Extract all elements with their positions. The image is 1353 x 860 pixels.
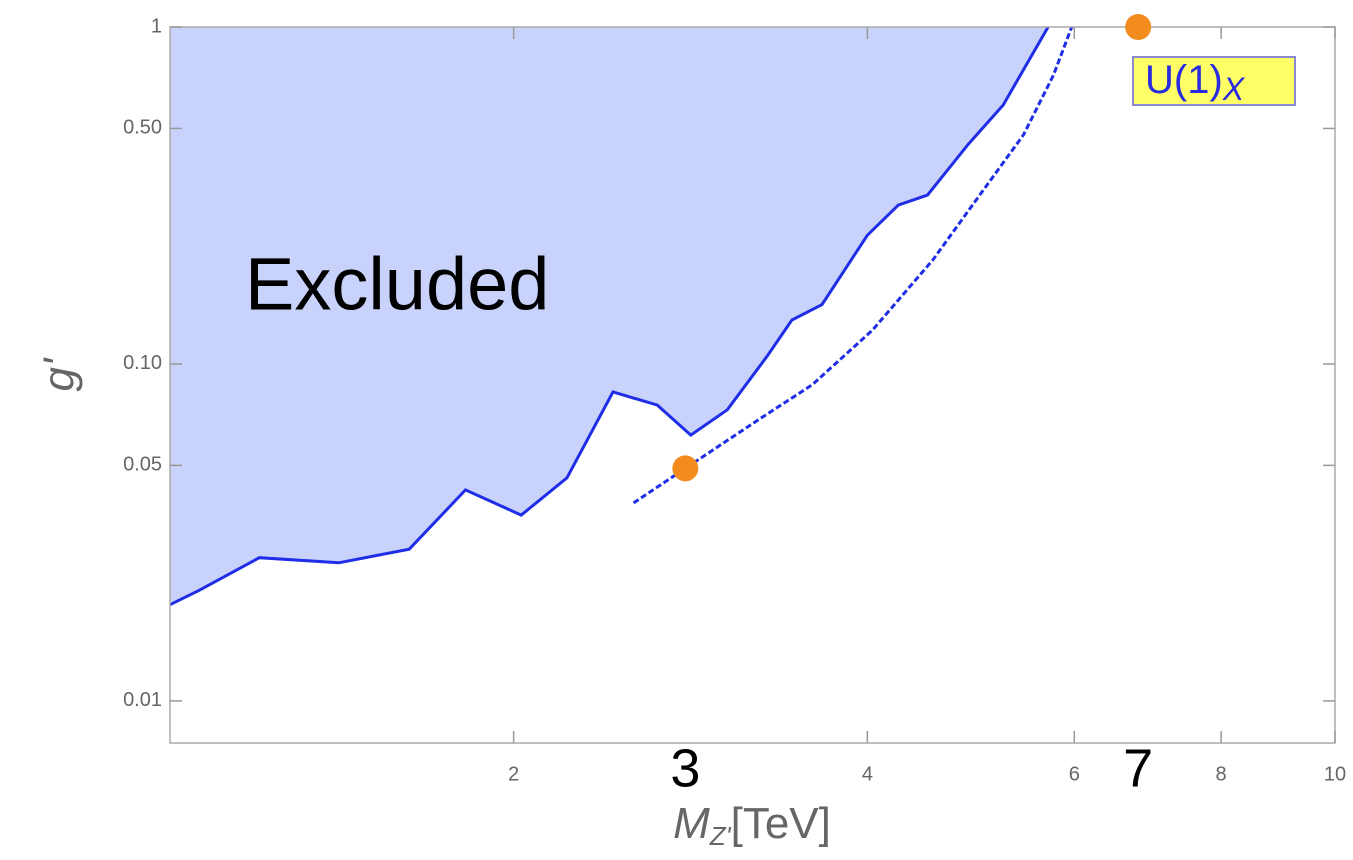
point [1125,14,1152,40]
point [672,455,699,482]
x-tick-label: 6 [1069,763,1080,785]
plot-layer [169,26,1336,744]
annotation: 3 [670,738,700,798]
x-tick-label: 8 [1216,763,1227,785]
x-axis-label: MZ'[TeV] [673,799,831,851]
y-axis-label: g' [35,357,84,391]
projection-line [632,26,1074,505]
legend-box [1132,56,1296,106]
region-label: Excluded [245,243,549,326]
x-label-sub: Z' [709,821,732,851]
y-tick-label: 0.01 [123,689,162,711]
x-tick-label: 2 [508,763,519,785]
frame [169,26,1336,744]
y-tick-label: 1 [151,15,162,37]
legend-sub: X [1222,71,1246,107]
y-tick-label: 0.10 [123,352,162,374]
legend-main: U(1) [1145,58,1223,102]
y-tick-label: 0.50 [123,117,162,139]
x-label-unit: [TeV] [731,799,831,848]
annotation: 7 [1123,738,1153,798]
excluded-area [170,27,1049,605]
limit-line [169,26,1050,607]
x-label-main: M [673,799,710,848]
legend-label: U(1)X [1145,58,1246,108]
x-tick-label: 4 [862,763,873,785]
x-tick-label: 10 [1324,763,1346,785]
y-tick-label: 0.05 [123,454,162,476]
